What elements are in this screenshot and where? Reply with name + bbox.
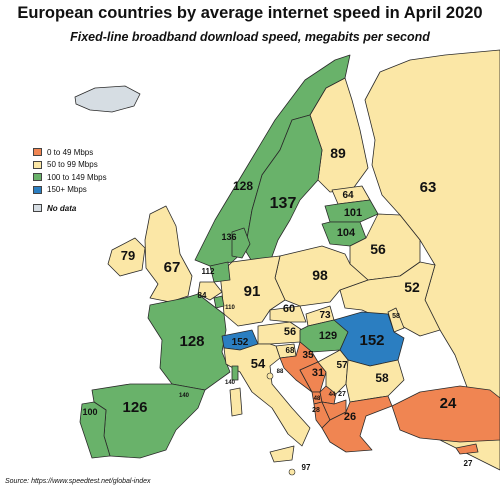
- marker-san-marino: [266, 372, 274, 380]
- country-serbia: [317, 349, 349, 395]
- legend-item-no-data: No data: [33, 202, 107, 215]
- legend: 0 to 49 Mbps 50 to 99 Mbps 100 to 149 Mb…: [33, 146, 107, 215]
- country-turkey: [391, 385, 500, 443]
- value-label-belarus: 56: [370, 241, 386, 257]
- country-czechia: [269, 305, 307, 323]
- country-sicily: [269, 445, 295, 463]
- value-label-slovakia: 73: [319, 310, 331, 321]
- legend-swatch: [33, 160, 42, 169]
- legend-item-150-plus: 150+ Mbps: [33, 184, 107, 197]
- value-label-russia: 63: [420, 179, 437, 196]
- value-label-norway: 128: [233, 179, 253, 193]
- value-label-hungary: 129: [319, 330, 337, 342]
- legend-item-0-49: 0 to 49 Mbps: [33, 146, 107, 159]
- value-label-malta: 97: [302, 463, 311, 472]
- country-portugal: [79, 401, 111, 459]
- source-note: Source: https://www.speedtest.net/global…: [5, 478, 151, 485]
- country-uk: [144, 205, 193, 303]
- map-subtitle: Fixed-line broadband download speed, meg…: [70, 30, 430, 44]
- country-bosnia: [299, 361, 327, 393]
- value-label-greece: 26: [344, 411, 356, 423]
- map-title: European countries by average internet s…: [17, 4, 483, 22]
- value-label-albania: 28: [312, 407, 320, 414]
- value-label-lithuania: 104: [337, 227, 356, 239]
- value-label-croatia: 35: [302, 350, 314, 361]
- legend-label: 150+ Mbps: [47, 185, 87, 195]
- value-label-ukraine: 52: [404, 279, 420, 295]
- value-label-ireland: 79: [121, 248, 135, 263]
- value-label-slovenia: 68: [286, 346, 295, 355]
- value-label-estonia: 64: [342, 190, 354, 201]
- value-label-italy: 54: [251, 356, 266, 371]
- country-greece: [321, 395, 393, 453]
- legend-swatch: [33, 204, 42, 213]
- value-label-czechia: 60: [283, 303, 295, 315]
- value-label-cyprus: 27: [464, 459, 473, 468]
- value-label-spain: 126: [122, 399, 147, 416]
- value-label-moldova: 58: [392, 313, 400, 320]
- value-label-monaco: 140: [225, 380, 236, 386]
- value-label-netherlands: 112: [202, 267, 215, 276]
- legend-swatch: [33, 148, 42, 157]
- value-label-france: 128: [179, 333, 204, 350]
- value-label-luxembourg: 110: [225, 305, 235, 311]
- value-label-austria: 56: [284, 326, 296, 338]
- country-cyprus: [455, 443, 479, 455]
- legend-label: No data: [47, 203, 77, 213]
- value-label-latvia: 101: [344, 207, 362, 219]
- country-italy: [223, 343, 311, 447]
- value-label-uk: 67: [164, 259, 181, 276]
- value-label-andorra: 140: [179, 393, 190, 399]
- country-corsica: [231, 365, 239, 381]
- country-iceland: [74, 85, 141, 113]
- country-sardinia: [229, 387, 243, 417]
- value-label-serbia: 57: [336, 360, 348, 371]
- value-label-finland: 89: [330, 145, 346, 161]
- value-label-turkey: 24: [440, 395, 457, 412]
- legend-swatch: [33, 185, 42, 194]
- legend-swatch: [33, 173, 42, 182]
- country-luxembourg: [213, 295, 225, 309]
- country-belgium: [197, 281, 223, 301]
- value-label-germany: 91: [244, 283, 261, 300]
- value-label-romania: 152: [359, 332, 384, 349]
- legend-label: 0 to 49 Mbps: [47, 147, 94, 157]
- value-label-north-macedonia: 27: [338, 391, 346, 398]
- country-ireland: [107, 237, 146, 277]
- value-label-switzerland: 152: [232, 337, 249, 348]
- legend-item-50-99: 50 to 99 Mbps: [33, 159, 107, 172]
- value-label-kosovo: 44: [329, 392, 336, 398]
- country-germany: [219, 255, 286, 327]
- value-label-sweden: 137: [270, 195, 297, 212]
- value-label-portugal: 100: [82, 407, 97, 417]
- country-netherlands: [209, 261, 231, 283]
- value-label-san-marino: 88: [277, 369, 284, 375]
- value-label-bulgaria: 58: [375, 371, 389, 385]
- country-denmark: [231, 227, 251, 259]
- value-label-belgium: 84: [198, 291, 207, 300]
- value-label-poland: 98: [312, 267, 328, 283]
- value-label-bosnia: 31: [312, 367, 324, 379]
- legend-label: 100 to 149 Mbps: [47, 172, 107, 182]
- legend-item-100-149: 100 to 149 Mbps: [33, 171, 107, 184]
- value-label-denmark: 136: [221, 232, 236, 242]
- legend-label: 50 to 99 Mbps: [47, 160, 98, 170]
- value-label-montenegro: 48: [314, 396, 321, 402]
- marker-malta: [288, 468, 296, 476]
